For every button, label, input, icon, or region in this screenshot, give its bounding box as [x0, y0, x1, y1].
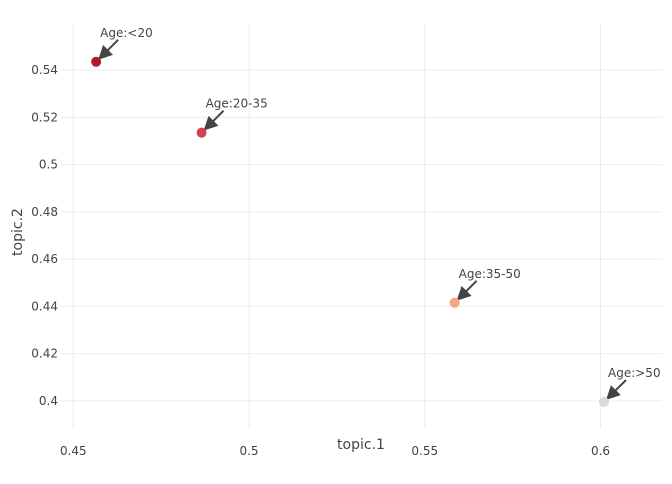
y-tick-label: 0.48: [31, 205, 58, 219]
y-tick-label: 0.52: [31, 110, 58, 124]
annotation-layer: Age:<20 Age:20-35 Age:35-50 Age:>50: [98, 26, 661, 400]
data-point[interactable]: [91, 56, 102, 67]
point-label: Age:>50: [608, 366, 661, 380]
grid-layer: [61, 24, 662, 428]
point-label: Age:20-35: [206, 97, 268, 111]
y-tick-label: 0.5: [39, 158, 58, 172]
annotation-arrow: [606, 379, 627, 400]
data-point[interactable]: [196, 127, 207, 138]
annotation-arrow: [203, 109, 225, 131]
point-label: Age:35-50: [459, 267, 521, 281]
x-tick-label: 0.5: [239, 444, 258, 458]
data-point[interactable]: [449, 297, 460, 308]
y-tick-label: 0.44: [31, 299, 58, 313]
x-axis-title: topic.1: [337, 437, 385, 453]
y-tick-label: 0.46: [31, 252, 58, 266]
annotation-arrow: [98, 39, 119, 60]
point-layer: [91, 56, 610, 408]
x-tick-label: 0.45: [60, 444, 87, 458]
y-axis-title: topic.2: [10, 208, 26, 256]
annotation-arrow: [456, 280, 478, 301]
data-point[interactable]: [599, 397, 610, 408]
x-tick-label: 0.55: [411, 444, 438, 458]
point-label: Age:<20: [100, 26, 153, 40]
tick-label-layer: 0.45 0.5 0.55 0.6 0.4 0.42 0.44 0.46 0.48 0.5 0.52…: [31, 63, 610, 458]
x-tick-label: 0.6: [591, 444, 610, 458]
y-tick-label: 0.4: [39, 394, 58, 408]
y-tick-label: 0.54: [31, 63, 58, 77]
y-tick-label: 0.42: [31, 347, 58, 361]
